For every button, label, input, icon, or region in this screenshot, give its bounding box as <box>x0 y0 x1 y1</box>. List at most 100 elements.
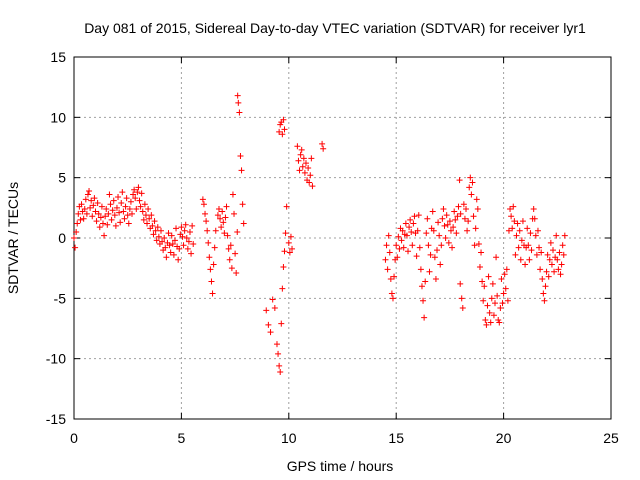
data-point <box>496 319 503 326</box>
data-point <box>514 220 521 227</box>
data-point <box>468 191 475 198</box>
data-point <box>519 218 526 225</box>
data-point <box>411 213 418 220</box>
data-point <box>423 230 430 237</box>
data-point <box>110 197 117 204</box>
data-point <box>238 167 245 174</box>
data-point <box>416 244 423 251</box>
data-point <box>531 215 538 222</box>
data-point <box>480 297 487 304</box>
data-point <box>280 263 287 270</box>
data-point <box>445 239 452 246</box>
data-point <box>210 261 217 268</box>
data-point <box>88 197 95 204</box>
data-point <box>469 179 476 186</box>
data-point <box>543 268 550 275</box>
data-point <box>206 254 213 261</box>
data-point <box>82 196 89 203</box>
data-point <box>124 212 131 219</box>
data-point <box>183 235 190 241</box>
data-point <box>409 242 416 249</box>
data-point <box>170 251 177 258</box>
data-point <box>550 247 557 254</box>
data-point <box>165 230 172 237</box>
data-point <box>497 304 504 311</box>
y-tick-label: -10 <box>46 351 66 367</box>
data-point <box>410 220 417 227</box>
data-point <box>214 212 221 219</box>
data-point <box>399 227 406 234</box>
data-point <box>97 214 104 221</box>
data-point <box>71 235 77 241</box>
data-point <box>286 249 293 256</box>
data-point <box>545 273 552 280</box>
data-point <box>281 248 288 255</box>
data-point <box>130 191 137 198</box>
y-axis-label: SDTVAR / TECUs <box>5 182 21 294</box>
data-point <box>220 219 227 226</box>
data-point <box>499 300 506 307</box>
data-point <box>386 249 393 256</box>
data-point <box>296 167 303 174</box>
data-point <box>80 215 87 222</box>
data-point <box>150 231 157 238</box>
data-point <box>393 242 400 249</box>
data-point <box>278 320 285 327</box>
data-point <box>457 210 464 217</box>
data-point <box>87 204 94 211</box>
data-point <box>109 207 116 214</box>
data-point <box>294 143 301 150</box>
data-point <box>120 208 127 215</box>
x-tick-label: 5 <box>178 430 186 446</box>
data-point <box>299 163 306 170</box>
data-point <box>488 295 495 302</box>
data-point <box>267 329 274 336</box>
data-point <box>141 201 148 208</box>
data-point <box>104 221 111 228</box>
data-point <box>460 201 467 208</box>
data-point <box>96 224 103 231</box>
data-point <box>478 249 485 256</box>
data-point <box>536 244 543 251</box>
data-point <box>493 254 500 261</box>
data-point <box>431 254 438 261</box>
data-point <box>211 244 218 251</box>
data-point <box>396 245 403 252</box>
data-point <box>483 321 490 328</box>
data-point <box>200 201 207 208</box>
data-point <box>444 221 451 228</box>
data-point <box>415 212 422 219</box>
data-point <box>443 212 450 219</box>
data-point <box>236 109 243 116</box>
data-point <box>472 225 479 232</box>
data-point <box>438 242 445 249</box>
data-point <box>103 206 110 213</box>
data-point <box>279 131 286 138</box>
data-point <box>476 263 483 270</box>
data-point <box>547 239 554 246</box>
data-point <box>395 233 402 240</box>
data-point <box>159 238 166 245</box>
data-point <box>436 232 443 239</box>
data-point <box>461 215 468 222</box>
data-point <box>481 283 488 290</box>
data-point <box>145 206 152 213</box>
data-point <box>538 249 545 256</box>
data-point <box>218 224 225 231</box>
data-point <box>152 227 159 234</box>
data-point <box>282 230 289 237</box>
data-point <box>467 174 474 181</box>
data-point <box>297 151 304 158</box>
data-point <box>227 242 234 249</box>
data-point <box>439 215 446 222</box>
data-point <box>204 227 211 234</box>
data-point <box>465 218 472 225</box>
data-point <box>555 266 562 273</box>
data-point <box>489 280 496 287</box>
x-tick-label: 10 <box>281 430 297 446</box>
data-point <box>162 244 169 251</box>
data-point <box>138 190 145 197</box>
data-point <box>184 245 191 252</box>
y-tick-label: -15 <box>46 411 66 427</box>
